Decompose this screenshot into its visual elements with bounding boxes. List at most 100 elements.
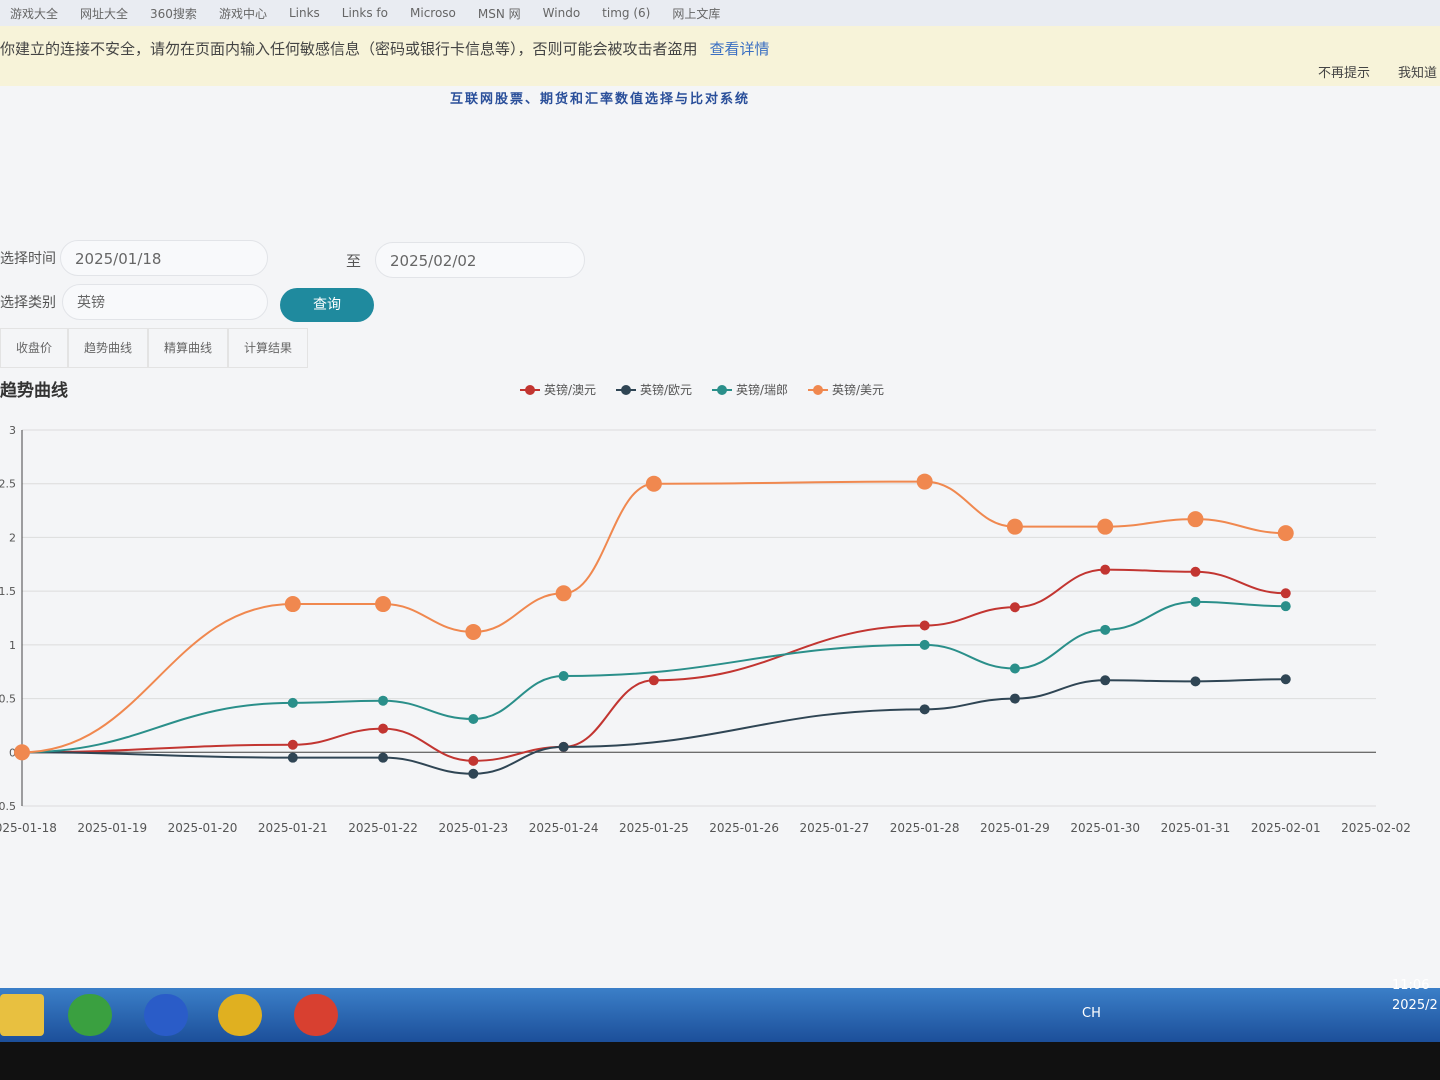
legend-label[interactable]: 英镑/欧元	[640, 382, 692, 397]
x-tick-label: 2025-01-20	[168, 821, 238, 835]
data-point	[1097, 518, 1114, 535]
category-select[interactable]: 英镑	[62, 284, 268, 320]
data-point	[558, 671, 569, 682]
tab[interactable]: 趋势曲线	[68, 328, 149, 368]
details-link[interactable]: 查看详情	[709, 40, 770, 58]
legend-symbol	[717, 385, 727, 395]
dismiss-button[interactable]: 不再提示	[1318, 66, 1371, 81]
data-point	[648, 675, 659, 686]
taskbar: CH 11:06 2025/2	[0, 978, 1440, 1042]
security-warning: 你建立的连接不安全，请勿在页面内输入任何敏感信息（密码或银行卡信息等），否则可能…	[0, 26, 1440, 86]
legend-label[interactable]: 英镑/美元	[832, 382, 884, 397]
data-point	[1280, 601, 1291, 612]
category-label: 选择类别	[0, 295, 56, 311]
tabs: 收盘价 趋势曲线 精算曲线 计算结果	[0, 328, 309, 368]
language[interactable]: CH	[1082, 1006, 1101, 1021]
start-date[interactable]: 2025/01/18	[60, 240, 268, 276]
tab[interactable]: 计算结果	[228, 328, 309, 368]
clock-time: 11:06	[1392, 978, 1430, 993]
data-point	[558, 741, 569, 752]
y-tick-label: 2.5	[0, 478, 16, 491]
y-tick-label: 2	[9, 531, 16, 544]
y-tick-label: 0	[9, 746, 16, 759]
bookmark[interactable]: timg (6)	[602, 6, 651, 20]
bookmark[interactable]: 网址大全	[80, 6, 129, 21]
x-tick-label: 2025-01-21	[258, 821, 328, 835]
data-point	[284, 596, 301, 613]
data-point	[468, 755, 479, 766]
chart-title: 趋势曲线	[0, 380, 68, 401]
data-point	[919, 620, 930, 631]
data-point	[1100, 624, 1111, 635]
ie-icon[interactable]	[68, 994, 112, 1036]
bookmark[interactable]: 游戏中心	[218, 6, 267, 21]
data-point	[1006, 518, 1023, 535]
data-point	[1280, 588, 1291, 599]
end-date[interactable]: 2025/02/02	[375, 242, 585, 278]
bookmark[interactable]: 游戏大全	[10, 6, 59, 21]
data-point	[1009, 602, 1020, 613]
x-tick-label: 2025-01-28	[890, 821, 960, 835]
data-point	[287, 752, 298, 763]
x-tick-label: 2025-01-29	[980, 821, 1050, 835]
data-point	[919, 704, 930, 715]
x-tick-label: 2025-01-30	[1070, 821, 1140, 835]
x-tick-label: 2025-01-18	[0, 821, 57, 835]
data-point	[1190, 596, 1201, 607]
series-line	[21, 600, 1286, 754]
x-tick-label: 2025-01-26	[709, 821, 779, 835]
series-line	[21, 678, 1286, 775]
tab[interactable]: 收盘价	[0, 328, 69, 368]
legend-symbol	[525, 385, 535, 395]
x-tick-label: 2025-01-31	[1161, 821, 1231, 835]
y-tick-label: 0.5	[0, 693, 16, 706]
chrome-icon-2[interactable]	[294, 994, 338, 1036]
chrome-icon[interactable]	[218, 994, 262, 1036]
bookmark[interactable]: Microso	[410, 6, 456, 20]
x-tick-label: 2025-01-23	[438, 821, 508, 835]
data-point	[1187, 511, 1204, 528]
data-point	[1100, 675, 1111, 686]
page-heading: 互联网股票、期货和汇率数值选择与比对系统	[449, 92, 750, 107]
data-point	[468, 768, 479, 779]
legend-label[interactable]: 英镑/瑞郎	[736, 382, 788, 397]
data-point	[287, 697, 298, 708]
legend-label[interactable]: 英镑/澳元	[544, 382, 596, 397]
data-point	[916, 473, 933, 490]
bookmark[interactable]: Windo	[542, 6, 581, 20]
x-tick-label: 2025-02-02	[1341, 821, 1411, 835]
flash-icon[interactable]	[144, 994, 188, 1036]
data-point	[555, 585, 572, 602]
x-tick-label: 2025-02-01	[1251, 821, 1321, 835]
clock[interactable]: 11:06 2025/2	[1392, 976, 1438, 1016]
data-point	[14, 744, 30, 761]
data-point	[375, 596, 392, 613]
screen-bezel	[0, 1042, 1440, 1080]
data-point	[287, 739, 298, 750]
data-point	[465, 623, 482, 640]
bookmark[interactable]: Links fo	[341, 6, 388, 20]
query-button[interactable]: 查询	[280, 288, 374, 322]
data-point	[1190, 676, 1201, 687]
bookmark[interactable]: 网上文库	[672, 6, 721, 21]
y-tick-label: 1.5	[0, 585, 16, 598]
clock-date: 2025/2	[1392, 998, 1438, 1013]
x-tick-label: 2025-01-19	[77, 821, 147, 835]
data-point	[919, 639, 930, 650]
explorer-icon[interactable]	[0, 994, 44, 1036]
bookmark[interactable]: MSN 网	[477, 6, 521, 21]
chart: 趋势曲线 -0.5 0 0.5 1 1.5 2 2.5 3 2025-01-18 2025-01-…	[0, 380, 1411, 835]
data-point	[378, 752, 389, 763]
x-tick-label: 2025-01-27	[800, 821, 870, 835]
data-point	[1009, 693, 1020, 704]
data-point	[1009, 663, 1020, 674]
ok-button[interactable]: 我知道	[1398, 66, 1438, 81]
legend-symbol	[621, 385, 631, 395]
bookmark[interactable]: 360搜索	[150, 6, 197, 21]
legend-symbol	[813, 385, 823, 395]
y-tick-label: 1	[9, 639, 16, 652]
tab[interactable]: 精算曲线	[148, 328, 229, 368]
data-point	[1100, 564, 1111, 575]
bookmark[interactable]: Links	[288, 6, 320, 20]
